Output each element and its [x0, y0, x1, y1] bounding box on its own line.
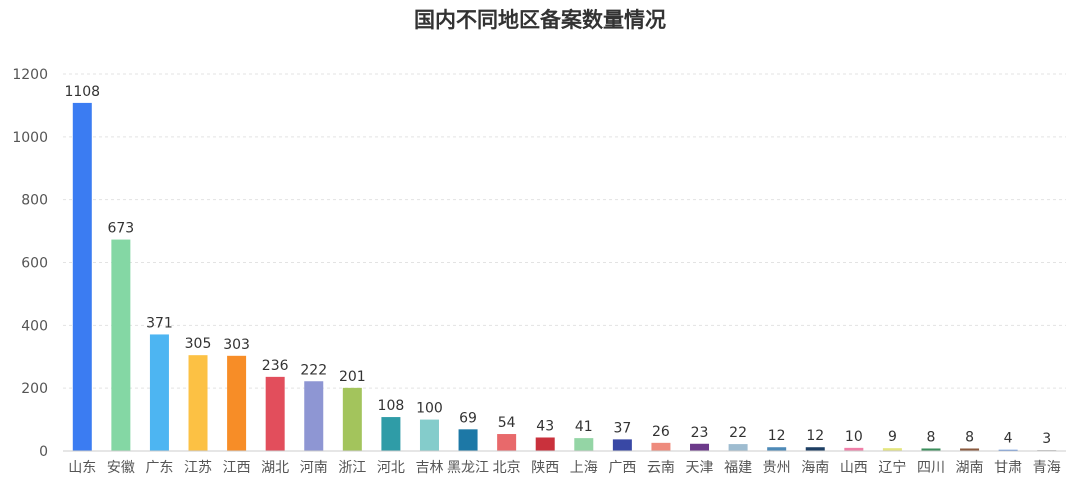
bar	[882, 448, 902, 451]
bar	[304, 381, 324, 451]
bar	[458, 429, 478, 451]
x-tick-label: 甘肃	[994, 460, 1022, 476]
x-tick-label: 河南	[300, 460, 328, 476]
data-label: 201	[339, 369, 366, 385]
x-tick-label: 湖南	[956, 460, 984, 476]
bar	[998, 449, 1018, 451]
data-label: 12	[806, 428, 824, 444]
x-tick-label: 云南	[647, 460, 675, 476]
bar	[574, 438, 594, 451]
bar	[651, 442, 671, 451]
data-label: 37	[613, 420, 631, 436]
x-tick-label: 黑龙江	[447, 460, 489, 476]
y-tick-label: 1200	[12, 67, 48, 83]
x-tick-label: 四川	[917, 460, 945, 476]
bar	[921, 448, 941, 451]
bar	[227, 355, 247, 451]
data-label: 108	[378, 398, 405, 414]
bar	[419, 419, 439, 451]
x-tick-label: 天津	[686, 460, 714, 476]
data-label: 43	[536, 418, 554, 434]
x-tick-label: 安徽	[107, 460, 135, 476]
x-tick-label: 福建	[724, 460, 752, 476]
x-tick-label: 广东	[145, 460, 173, 476]
bar	[767, 447, 787, 451]
x-tick-label: 江苏	[184, 460, 212, 476]
x-tick-label: 吉林	[415, 460, 443, 476]
y-tick-label: 600	[21, 256, 48, 272]
data-label: 8	[927, 429, 936, 445]
bar	[497, 434, 517, 451]
data-label: 3	[1042, 431, 1051, 447]
chart-title: 国内不同地区备案数量情况	[414, 8, 666, 32]
x-tick-label: 山东	[68, 460, 96, 476]
bar	[342, 387, 362, 451]
data-label: 222	[300, 362, 327, 378]
data-label: 69	[459, 410, 477, 426]
bar	[149, 334, 169, 451]
bar	[728, 444, 748, 451]
bar	[188, 355, 208, 451]
data-label: 10	[845, 429, 863, 445]
y-tick-label: 200	[21, 381, 48, 397]
y-tick-label: 800	[21, 193, 48, 209]
x-axis-ticks: 山东 安徽 广东 江苏 江西 湖北 河南 浙江 河北 吉林 黑龙江 北京 陕西 上海 广西 云南 天津 福建 贵州海…	[68, 459, 1060, 476]
x-tick-label: 湖北	[261, 460, 289, 476]
x-tick-label: 北京	[493, 460, 521, 476]
bar	[72, 102, 92, 452]
x-tick-label: 上海	[570, 460, 598, 476]
data-label: 371	[146, 315, 173, 331]
data-label: 12	[768, 428, 786, 444]
y-tick-label: 1000	[12, 130, 48, 146]
data-label: 41	[575, 419, 593, 435]
data-label: 303	[223, 337, 250, 353]
bar	[265, 376, 285, 451]
data-label: 8	[965, 429, 974, 445]
bar	[612, 439, 632, 451]
data-label: 305	[185, 336, 212, 352]
bars	[72, 102, 1057, 452]
data-label: 673	[107, 221, 134, 237]
bar	[535, 437, 555, 451]
y-axis-ticks: 0 200 400 600 800 1000 1200	[12, 67, 48, 460]
data-label: 23	[691, 425, 709, 441]
x-tick-label: 广西	[608, 460, 636, 476]
y-tick-label: 0	[39, 444, 48, 460]
data-label: 9	[888, 429, 897, 445]
x-tick-label: 山西	[840, 460, 868, 476]
grid-lines	[63, 73, 1066, 389]
x-tick-label: 辽宁	[878, 459, 906, 476]
x-tick-label: 浙江	[338, 460, 366, 476]
bar	[381, 417, 401, 451]
x-tick-label: 贵州	[763, 460, 791, 476]
x-tick-label: 河北	[377, 460, 405, 476]
x-tick-label: 青海	[1033, 460, 1061, 476]
data-label: 22	[729, 425, 747, 441]
data-label: 1108	[64, 84, 100, 100]
bar	[960, 448, 980, 451]
data-label: 100	[416, 401, 443, 417]
data-label: 4	[1004, 431, 1013, 447]
data-label: 54	[498, 415, 516, 431]
bar	[111, 239, 131, 451]
x-tick-label: 陕西	[531, 460, 559, 476]
y-tick-label: 400	[21, 318, 48, 334]
data-label: 236	[262, 358, 289, 374]
bar	[690, 443, 710, 451]
x-tick-label: 江西	[223, 460, 251, 476]
x-tick-label: 海南	[801, 460, 829, 476]
bar	[844, 447, 864, 451]
data-label: 26	[652, 424, 670, 440]
bar	[805, 447, 825, 451]
